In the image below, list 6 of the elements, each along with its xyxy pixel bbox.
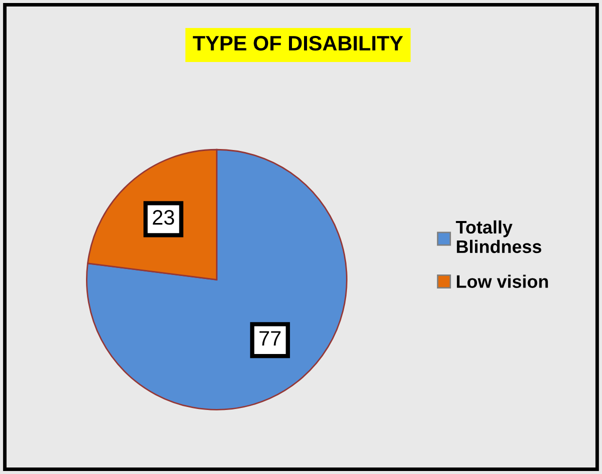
legend-label: Low vision — [456, 274, 548, 288]
pie-slice — [86, 148, 348, 410]
data-label: 77 — [260, 331, 281, 346]
data-label: 23 — [152, 210, 174, 225]
chart-title: TYPE OF DISABILITY — [192, 36, 403, 51]
legend-label: Totally Blindness — [456, 220, 542, 254]
